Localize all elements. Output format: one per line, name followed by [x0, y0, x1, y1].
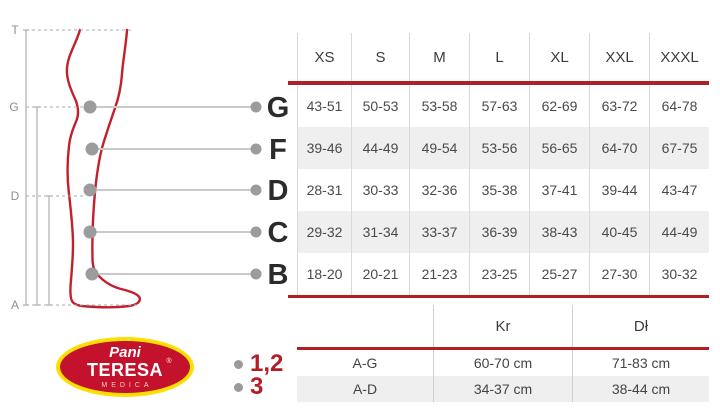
size-table: XS S M L XL XXL XXXL 43-51 50-53 53-58 5…: [288, 33, 709, 298]
axis-label-d: D: [11, 189, 20, 203]
cell: 53-56: [469, 127, 529, 169]
cell: 60-70 cm: [433, 350, 572, 376]
cell: 44-49: [649, 211, 709, 253]
cell: 50-53: [351, 85, 409, 127]
size-table-header: XS S M L XL XXL XXXL: [297, 33, 709, 81]
legend-marker-3: 3: [234, 375, 263, 399]
cell: 67-75: [649, 127, 709, 169]
leg-measurement-diagram: T G D A G F: [9, 23, 290, 312]
column-header-dl: Dł: [572, 305, 709, 347]
cell: 38-43: [529, 211, 589, 253]
cell: 27-30: [589, 253, 649, 295]
column-header-kr: Kr: [433, 305, 572, 347]
axis-label-t: T: [11, 23, 19, 37]
cell: 23-25: [469, 253, 529, 295]
column-header-xl: XL: [529, 33, 589, 81]
cell: 40-45: [589, 211, 649, 253]
brand-logo: Pani TERESA ® MEDICA: [56, 337, 194, 397]
column-header-s: S: [351, 33, 409, 81]
logo-teresa-word: TERESA: [86, 359, 163, 380]
length-row-ag: A-G 60-70 cm 71-83 cm: [297, 350, 709, 376]
cell: 33-37: [409, 211, 469, 253]
column-header-xs: XS: [297, 33, 351, 81]
bullet-icon: [234, 359, 243, 369]
cell: 18-20: [297, 253, 351, 295]
length-row-ad: A-D 34-37 cm 38-44 cm: [297, 376, 709, 402]
cell: 21-23: [409, 253, 469, 295]
cell: 38-44 cm: [572, 376, 709, 402]
cell: 39-46: [297, 127, 351, 169]
cell: 30-32: [649, 253, 709, 295]
cell: 57-63: [469, 85, 529, 127]
cell: 63-72: [589, 85, 649, 127]
row-label-c: C: [268, 217, 289, 249]
label-dots: [250, 101, 262, 280]
measure-lines: [23, 29, 52, 306]
axis-label-a: A: [11, 298, 19, 312]
cell: 37-41: [529, 169, 589, 211]
cell: 32-36: [409, 169, 469, 211]
cell: 62-69: [529, 85, 589, 127]
logo-red-ellipse: Pani TERESA ® MEDICA: [60, 341, 190, 393]
cell: 34-37 cm: [433, 376, 572, 402]
corner-cell: [297, 305, 433, 347]
column-header-l: L: [469, 33, 529, 81]
logo-text-medica: MEDICA: [101, 381, 153, 389]
cell: 29-32: [297, 211, 351, 253]
cell: 36-39: [469, 211, 529, 253]
row-label-f: F: [269, 134, 287, 166]
cell: 30-33: [351, 169, 409, 211]
column-header-m: M: [409, 33, 469, 81]
leg-outline: [65, 28, 141, 309]
cell: 64-78: [649, 85, 709, 127]
registered-mark-icon: ®: [166, 357, 172, 365]
column-header-xxxl: XXXL: [649, 33, 709, 81]
length-table-header: Kr Dł: [297, 305, 709, 347]
cell: 71-83 cm: [572, 350, 709, 376]
leg-point-dots: [83, 100, 99, 281]
table-row-f: 39-46 44-49 49-54 53-56 56-65 64-70 67-7…: [297, 127, 709, 169]
cell: 31-34: [351, 211, 409, 253]
table-row-b: 18-20 20-21 21-23 23-25 25-27 27-30 30-3…: [297, 253, 709, 295]
cell: 56-65: [529, 127, 589, 169]
connector-lines: [90, 106, 256, 275]
dashed-level-lines: [26, 29, 138, 306]
cell: 53-58: [409, 85, 469, 127]
row-label-g: G: [267, 92, 290, 124]
axis-label-g: G: [9, 100, 18, 114]
header-divider-line: [288, 81, 709, 85]
cell: 43-51: [297, 85, 351, 127]
legend-number: 3: [250, 373, 264, 400]
table-row-d: 28-31 30-33 32-36 35-38 37-41 39-44 43-4…: [297, 169, 709, 211]
legend-number: 1,2: [250, 350, 284, 377]
cell: 64-70: [589, 127, 649, 169]
range-label: A-D: [297, 376, 433, 402]
cell: 20-21: [351, 253, 409, 295]
cell: 44-49: [351, 127, 409, 169]
length-header-divider-line: [297, 347, 709, 350]
logo-text-teresa: TERESA ®: [86, 358, 172, 380]
cell: 25-27: [529, 253, 589, 295]
table-row-c: 29-32 31-34 33-37 36-39 38-43 40-45 44-4…: [297, 211, 709, 253]
row-label-b: B: [268, 259, 289, 291]
table-row-g: 43-51 50-53 53-58 57-63 62-69 63-72 64-7…: [297, 85, 709, 127]
logo-text-pani: Pani: [109, 344, 141, 362]
length-table: Kr Dł A-G 60-70 cm 71-83 cm A-D 34-37 cm…: [297, 305, 709, 402]
bullet-icon: [234, 382, 243, 392]
cell: 49-54: [409, 127, 469, 169]
legend-marker-12: 1,2: [234, 352, 283, 376]
cell: 43-47: [649, 169, 709, 211]
table-bottom-line: [288, 295, 709, 298]
range-label: A-G: [352, 355, 378, 371]
cell: 35-38: [469, 169, 529, 211]
cell: 28-31: [297, 169, 351, 211]
row-label-d: D: [268, 175, 289, 207]
cell: 39-44: [589, 169, 649, 211]
column-header-xxl: XXL: [589, 33, 649, 81]
